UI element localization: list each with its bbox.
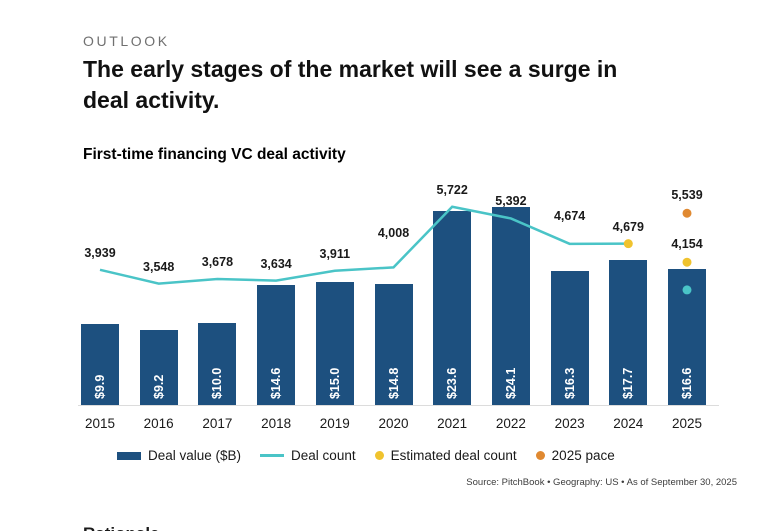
x-tick-2016: 2016 <box>143 416 174 431</box>
pace-dot-2025 <box>682 208 692 218</box>
deal-count-label-2020: 4,008 <box>377 226 410 241</box>
bar-2020 <box>374 283 413 405</box>
legend-label-deal-value: Deal value ($B) <box>148 448 242 463</box>
legend-item-2025-pace: 2025 pace <box>535 448 615 463</box>
bar-2018 <box>257 285 296 405</box>
bar-value-label-2024: $17.7 <box>621 367 636 399</box>
bar-value-label-2021: $23.6 <box>445 367 460 399</box>
deal-count-label-2019: 3,911 <box>319 246 351 261</box>
kicker: OUTLOOK <box>83 33 170 49</box>
bar-2016 <box>139 329 178 405</box>
legend-label-2025-pace: 2025 pace <box>551 448 615 463</box>
x-tick-2025: 2025 <box>671 416 703 431</box>
source-note: Source: PitchBook • Geography: US • As o… <box>466 477 737 488</box>
legend: Deal value ($B) Deal count Estimated dea… <box>117 448 615 463</box>
deal-count-label-2017: 3,678 <box>201 255 234 270</box>
next-section-heading-partial: Rationale <box>83 524 160 531</box>
x-tick-2022: 2022 <box>495 416 526 431</box>
deal-count-label-2023: 4,674 <box>553 208 586 223</box>
bar-value-label-2025: $16.6 <box>680 367 694 399</box>
deal-count-line-swatch <box>260 454 285 457</box>
bar-value-label-2022: $24.1 <box>503 367 518 399</box>
bar-2015 <box>81 323 119 405</box>
headline: The early stages of the market will see … <box>83 54 617 116</box>
headline-line2: deal activity. <box>83 87 220 113</box>
marker-label-2025-4154: 4,154 <box>671 237 703 252</box>
bar-value-label-2017: $10.0 <box>210 367 225 399</box>
deal-count-label-2021: 5,722 <box>436 182 468 197</box>
bar-value-label-2023: $16.3 <box>562 367 577 399</box>
bar-value-label-2018: $14.6 <box>269 367 284 399</box>
deal-count-label-2022: 5,392 <box>495 194 527 209</box>
x-tick-2018: 2018 <box>261 416 292 431</box>
x-tick-2019: 2019 <box>319 416 350 431</box>
estimated-deal-count-dot-swatch <box>374 451 384 460</box>
x-tick-2024: 2024 <box>613 416 644 431</box>
bar-2017 <box>198 323 237 405</box>
deal-count-label-2016: 3,548 <box>143 259 175 274</box>
marker-label-2025-5539: 5,539 <box>671 188 703 203</box>
legend-item-deal-count: Deal count <box>260 448 356 463</box>
headline-line1: The early stages of the market will see … <box>83 56 618 82</box>
x-tick-2020: 2020 <box>378 416 409 431</box>
deal-count-label-2018: 3,634 <box>260 256 292 271</box>
bar-2019 <box>315 282 354 405</box>
legend-label-estimated-deal-count: Estimated deal count <box>390 448 517 463</box>
x-tick-2023: 2023 <box>554 416 585 431</box>
x-tick-2017: 2017 <box>202 416 233 431</box>
deal-value-swatch <box>117 451 141 460</box>
x-axis-line <box>78 405 719 406</box>
bar-value-label-2019: $15.0 <box>327 367 342 399</box>
deal-count-label-2024: 4,679 <box>612 219 644 234</box>
bar-value-label-2020: $14.8 <box>386 367 401 399</box>
chart-title: First-time financing VC deal activity <box>83 146 346 163</box>
legend-item-deal-value: Deal value ($B) <box>117 448 241 463</box>
bar-value-label-2015: $9.9 <box>93 374 107 399</box>
legend-item-estimated-deal-count: Estimated deal count <box>374 448 517 463</box>
deal-count-label-2015: 3,939 <box>84 245 116 260</box>
pace-dot-swatch <box>535 451 545 460</box>
estimated-deal-count-dot-2025 <box>682 257 692 267</box>
legend-label-deal-count: Deal count <box>291 448 356 463</box>
bar-2023 <box>550 271 589 405</box>
estimated-deal-count-dot-2024 <box>623 239 633 249</box>
bar-value-label-2016: $9.2 <box>151 374 166 399</box>
x-tick-2015: 2015 <box>84 416 116 431</box>
x-tick-2021: 2021 <box>437 416 468 431</box>
